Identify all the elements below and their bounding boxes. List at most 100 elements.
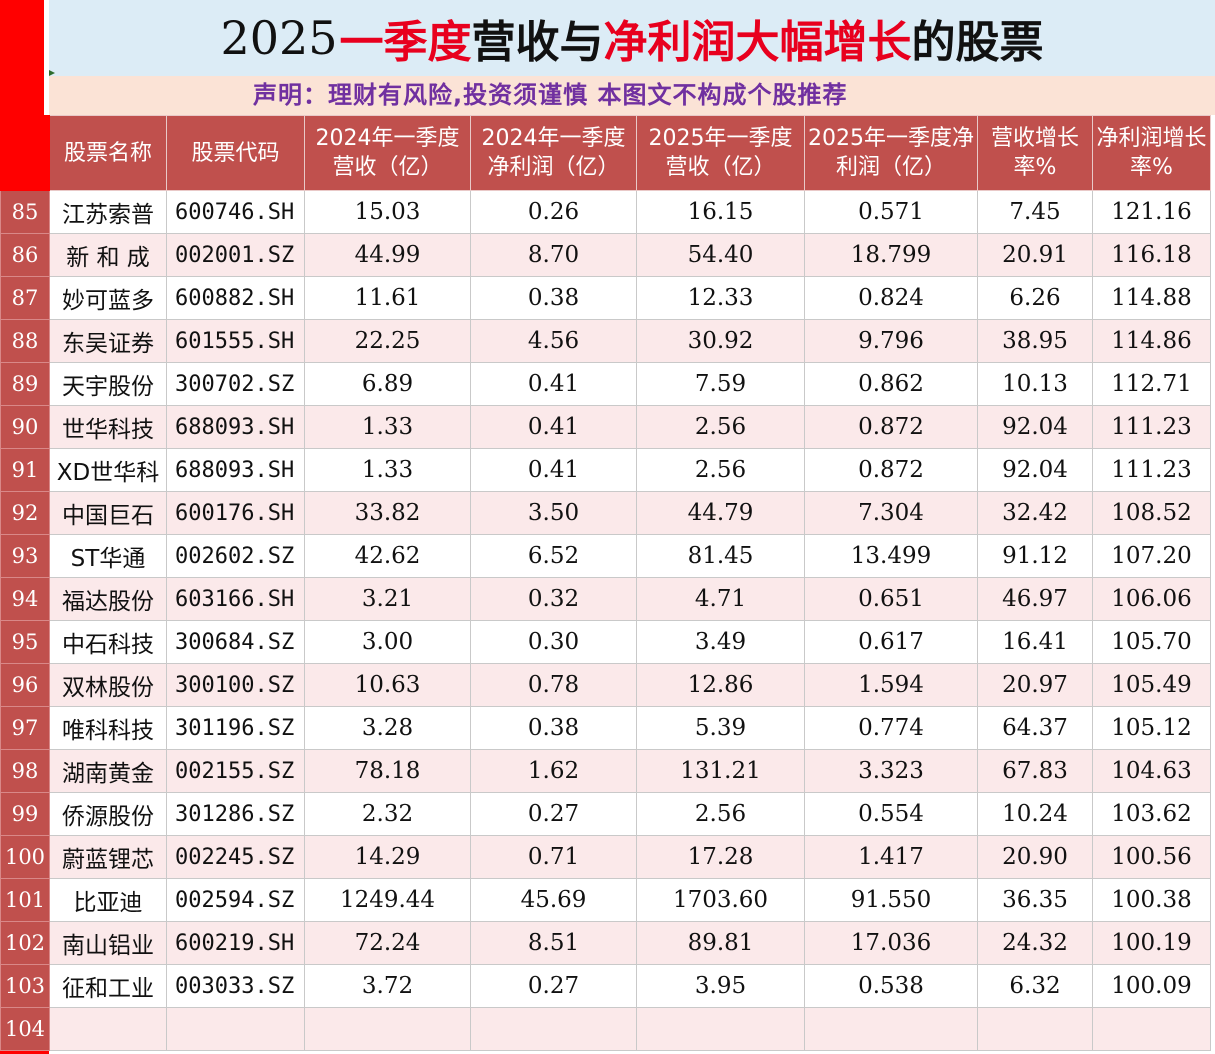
rev-2025q1-cell[interactable]: 89.81: [636, 921, 805, 965]
np-2024q1-cell[interactable]: 6.52: [470, 534, 637, 578]
np-2024q1-cell[interactable]: 0.71: [470, 835, 637, 879]
rev-2025q1-cell[interactable]: 4.71: [636, 577, 805, 621]
np-2024q1-cell[interactable]: 4.56: [470, 319, 637, 363]
np-2024q1-cell[interactable]: 45.69: [470, 878, 637, 922]
np-growth-cell[interactable]: 116.18: [1092, 233, 1211, 277]
np-2025q1-cell[interactable]: [804, 1007, 978, 1051]
stock-name-cell[interactable]: 征和工业: [49, 964, 167, 1008]
header-stock-code[interactable]: 股票代码: [166, 115, 305, 191]
stock-code-cell[interactable]: 601555.SH: [166, 319, 305, 363]
rev-2025q1-cell[interactable]: 44.79: [636, 491, 805, 535]
rev-2024q1-cell[interactable]: 15.03: [304, 190, 471, 234]
header-rev-2024q1[interactable]: 2024年一季度营收（亿）: [304, 115, 471, 191]
stock-name-cell[interactable]: 新 和 成: [49, 233, 167, 277]
rev-2025q1-cell[interactable]: [636, 1007, 805, 1051]
np-2024q1-cell[interactable]: 0.38: [470, 706, 637, 750]
rev-2025q1-cell[interactable]: 2.56: [636, 405, 805, 449]
stock-code-cell[interactable]: 688093.SH: [166, 448, 305, 492]
rev-2024q1-cell[interactable]: 44.99: [304, 233, 471, 277]
header-rev-growth[interactable]: 营收增长率%: [977, 115, 1093, 191]
stock-name-cell[interactable]: 双林股份: [49, 663, 167, 707]
rev-2025q1-cell[interactable]: 5.39: [636, 706, 805, 750]
rev-2024q1-cell[interactable]: 22.25: [304, 319, 471, 363]
np-2025q1-cell[interactable]: 0.872: [804, 405, 978, 449]
np-growth-cell[interactable]: 111.23: [1092, 405, 1211, 449]
header-stock-name[interactable]: 股票名称: [49, 115, 167, 191]
stock-name-cell[interactable]: 侨源股份: [49, 792, 167, 836]
rev-2025q1-cell[interactable]: 54.40: [636, 233, 805, 277]
rev-2024q1-cell[interactable]: 2.32: [304, 792, 471, 836]
rev-2024q1-cell[interactable]: 3.28: [304, 706, 471, 750]
np-2025q1-cell[interactable]: 1.417: [804, 835, 978, 879]
stock-name-cell[interactable]: 天宇股份: [49, 362, 167, 406]
np-growth-cell[interactable]: 100.38: [1092, 878, 1211, 922]
np-growth-cell[interactable]: 103.62: [1092, 792, 1211, 836]
stock-code-cell[interactable]: 300100.SZ: [166, 663, 305, 707]
rev-growth-cell[interactable]: [977, 1007, 1093, 1051]
rev-growth-cell[interactable]: 91.12: [977, 534, 1093, 578]
stock-name-cell[interactable]: 中国巨石: [49, 491, 167, 535]
stock-code-cell[interactable]: 002155.SZ: [166, 749, 305, 793]
stock-code-cell[interactable]: 600882.SH: [166, 276, 305, 320]
stock-name-cell[interactable]: 唯科科技: [49, 706, 167, 750]
rev-growth-cell[interactable]: 20.90: [977, 835, 1093, 879]
stock-name-cell[interactable]: 湖南黄金: [49, 749, 167, 793]
rev-growth-cell[interactable]: 10.13: [977, 362, 1093, 406]
stock-code-cell[interactable]: 603166.SH: [166, 577, 305, 621]
rev-growth-cell[interactable]: 32.42: [977, 491, 1093, 535]
rev-2025q1-cell[interactable]: 81.45: [636, 534, 805, 578]
rev-2024q1-cell[interactable]: 10.63: [304, 663, 471, 707]
stock-code-cell[interactable]: 301196.SZ: [166, 706, 305, 750]
np-2025q1-cell[interactable]: 3.323: [804, 749, 978, 793]
np-growth-cell[interactable]: 107.20: [1092, 534, 1211, 578]
rev-growth-cell[interactable]: 64.37: [977, 706, 1093, 750]
rev-growth-cell[interactable]: 24.32: [977, 921, 1093, 965]
np-2024q1-cell[interactable]: 0.38: [470, 276, 637, 320]
np-2024q1-cell[interactable]: 0.78: [470, 663, 637, 707]
rev-growth-cell[interactable]: 38.95: [977, 319, 1093, 363]
rev-2025q1-cell[interactable]: 12.86: [636, 663, 805, 707]
rev-2025q1-cell[interactable]: 2.56: [636, 448, 805, 492]
np-2024q1-cell[interactable]: 8.51: [470, 921, 637, 965]
rev-growth-cell[interactable]: 6.32: [977, 964, 1093, 1008]
rev-2024q1-cell[interactable]: 78.18: [304, 749, 471, 793]
header-rev-2025q1[interactable]: 2025年一季度营收（亿）: [636, 115, 805, 191]
np-2024q1-cell[interactable]: 0.41: [470, 362, 637, 406]
np-growth-cell[interactable]: 111.23: [1092, 448, 1211, 492]
stock-name-cell[interactable]: XD世华科: [49, 448, 167, 492]
np-2025q1-cell[interactable]: 0.774: [804, 706, 978, 750]
stock-code-cell[interactable]: 600746.SH: [166, 190, 305, 234]
rev-2024q1-cell[interactable]: 3.72: [304, 964, 471, 1008]
rev-2024q1-cell[interactable]: 11.61: [304, 276, 471, 320]
rev-2025q1-cell[interactable]: 3.49: [636, 620, 805, 664]
np-growth-cell[interactable]: 104.63: [1092, 749, 1211, 793]
rev-growth-cell[interactable]: 6.26: [977, 276, 1093, 320]
rev-growth-cell[interactable]: 16.41: [977, 620, 1093, 664]
rev-2025q1-cell[interactable]: 12.33: [636, 276, 805, 320]
header-np-2024q1[interactable]: 2024年一季度净利润（亿）: [470, 115, 637, 191]
rev-growth-cell[interactable]: 20.97: [977, 663, 1093, 707]
np-growth-cell[interactable]: 105.70: [1092, 620, 1211, 664]
rev-growth-cell[interactable]: 36.35: [977, 878, 1093, 922]
stock-code-cell[interactable]: 002245.SZ: [166, 835, 305, 879]
np-2025q1-cell[interactable]: 0.872: [804, 448, 978, 492]
rev-2024q1-cell[interactable]: 42.62: [304, 534, 471, 578]
rev-growth-cell[interactable]: 20.91: [977, 233, 1093, 277]
rev-growth-cell[interactable]: 67.83: [977, 749, 1093, 793]
np-2025q1-cell[interactable]: 0.571: [804, 190, 978, 234]
stock-code-cell[interactable]: 300684.SZ: [166, 620, 305, 664]
stock-name-cell[interactable]: 中石科技: [49, 620, 167, 664]
np-growth-cell[interactable]: 121.16: [1092, 190, 1211, 234]
np-growth-cell[interactable]: 100.56: [1092, 835, 1211, 879]
stock-code-cell[interactable]: 688093.SH: [166, 405, 305, 449]
rev-2025q1-cell[interactable]: 30.92: [636, 319, 805, 363]
np-2024q1-cell[interactable]: 0.27: [470, 792, 637, 836]
np-growth-cell[interactable]: 100.09: [1092, 964, 1211, 1008]
np-2024q1-cell[interactable]: 0.41: [470, 405, 637, 449]
rev-2025q1-cell[interactable]: 16.15: [636, 190, 805, 234]
rev-2024q1-cell[interactable]: 3.21: [304, 577, 471, 621]
rev-growth-cell[interactable]: 92.04: [977, 448, 1093, 492]
np-growth-cell[interactable]: 105.12: [1092, 706, 1211, 750]
rev-2024q1-cell[interactable]: [304, 1007, 471, 1051]
stock-code-cell[interactable]: 600219.SH: [166, 921, 305, 965]
